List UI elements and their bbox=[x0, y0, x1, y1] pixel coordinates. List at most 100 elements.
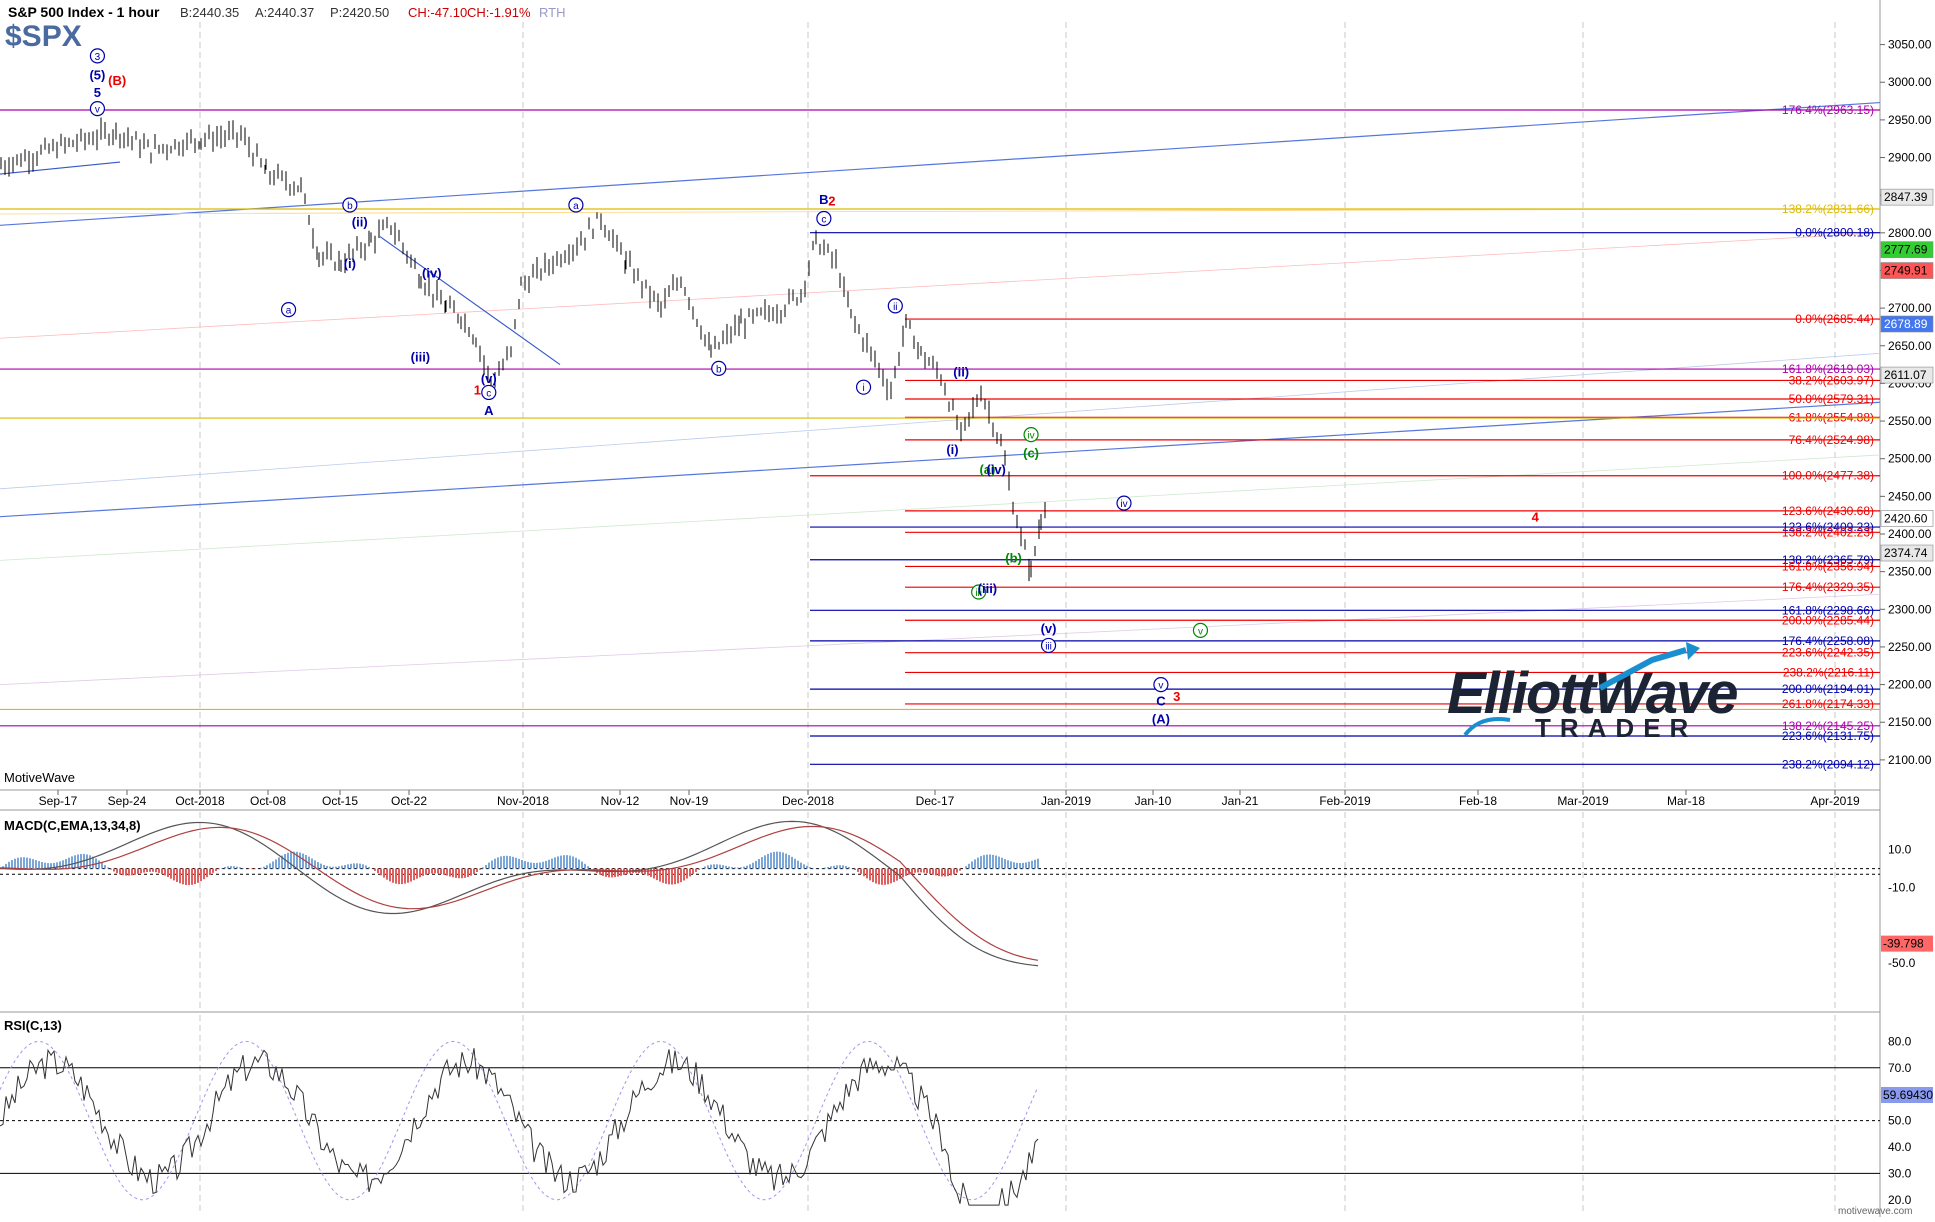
wave-label-8: a bbox=[286, 306, 292, 317]
price-tag-1: 2777.69 bbox=[1884, 243, 1928, 257]
macd-panel bbox=[0, 820, 1880, 967]
y-tick-label-14: 2350.00 bbox=[1888, 565, 1932, 579]
wave-label-16: b bbox=[716, 364, 722, 375]
y-tick-label-2: 2950.00 bbox=[1888, 113, 1932, 127]
wave-label-27: (c) bbox=[1023, 446, 1039, 461]
fib-label-4: 161.8%(2619.03) bbox=[1782, 362, 1874, 376]
rsi-tick-label-5: 30.0 bbox=[1888, 1166, 1912, 1180]
grid-lines bbox=[0, 0, 1881, 1217]
fib-label-11: 123.6%(2409.23) bbox=[1782, 520, 1874, 534]
wave-label-12: 1 bbox=[474, 382, 481, 397]
fib-label-20: 238.2%(2216.11) bbox=[1783, 665, 1874, 679]
y-tick-label-18: 2150.00 bbox=[1888, 715, 1932, 729]
price-tag-bg-5 bbox=[1880, 510, 1934, 527]
macd-tick-label-2: -50.0 bbox=[1888, 956, 1916, 970]
y-tick-label-19: 2100.00 bbox=[1888, 753, 1932, 767]
x-tick-label-5: Oct-22 bbox=[391, 794, 427, 808]
wave-label-23: (i) bbox=[946, 442, 958, 457]
wave-label-36: C bbox=[1156, 693, 1166, 708]
price-tag-4: 2611.07 bbox=[1884, 368, 1927, 382]
wave-circle-34 bbox=[1192, 622, 1209, 638]
y-tick-label-1: 3000.00 bbox=[1888, 75, 1932, 89]
wave-circle-21 bbox=[855, 379, 872, 395]
price-tag-0: 2847.39 bbox=[1884, 190, 1928, 204]
trend-line-5 bbox=[0, 454, 1881, 561]
y-tick-label-8: 2650.00 bbox=[1888, 339, 1932, 353]
fib-label-7: 61.8%(2554.88) bbox=[1789, 410, 1874, 424]
x-tick-label-6: Nov-2018 bbox=[497, 794, 549, 808]
x-tick-label-10: Dec-17 bbox=[916, 794, 955, 808]
ind-tag-bg-1 bbox=[1881, 1086, 1933, 1103]
fib-label-16: 161.8%(2298.66) bbox=[1782, 603, 1874, 617]
wave-label-25: (iv) bbox=[986, 462, 1006, 477]
wave-label-29: (b) bbox=[1005, 550, 1022, 565]
x-tick-label-15: Feb-18 bbox=[1459, 794, 1497, 808]
fib-label-18: 176.4%(2258.08) bbox=[1782, 634, 1874, 648]
axes: 3050.003000.002950.002900.002850.002800.… bbox=[39, 38, 1934, 1207]
symbol-label: $SPX bbox=[5, 20, 82, 53]
macd-signal-line bbox=[0, 825, 1039, 961]
wave-label-7: (i) bbox=[344, 256, 356, 271]
wave-label-30: iii bbox=[975, 588, 982, 599]
price-tag-bg-2 bbox=[1880, 262, 1934, 279]
wave-label-19: c bbox=[821, 215, 826, 226]
x-tick-label-16: Mar-2019 bbox=[1557, 794, 1609, 808]
wave-label-9: (iv) bbox=[422, 266, 442, 281]
macd-tick-label-1: -10.0 bbox=[1888, 880, 1916, 894]
fib-label-0: 176.4%(2963.15) bbox=[1782, 103, 1874, 117]
trend-line-4 bbox=[0, 593, 1881, 685]
price-tag-bg-6 bbox=[1880, 544, 1934, 562]
ind-tag-1: 59.69430 bbox=[1883, 1088, 1933, 1102]
price-bars bbox=[0, 117, 1046, 582]
wave-circle-33 bbox=[1040, 637, 1057, 654]
x-tick-label-11: Jan-2019 bbox=[1041, 794, 1091, 808]
logo-line2: TRADER bbox=[1535, 713, 1697, 743]
wave-label-14: A bbox=[484, 403, 494, 418]
wave-label-39: 4 bbox=[1532, 510, 1540, 525]
wave-circle-5 bbox=[342, 197, 358, 213]
bid-text: B:2440.35 bbox=[180, 5, 239, 20]
trend-line-6 bbox=[0, 208, 1881, 215]
x-tick-label-14: Feb-2019 bbox=[1319, 794, 1371, 808]
wave-label-17: B bbox=[819, 192, 828, 207]
wave-label-33: iii bbox=[1045, 641, 1052, 652]
wave-circle-20 bbox=[887, 298, 903, 314]
y-tick-label-15: 2300.00 bbox=[1888, 602, 1932, 616]
macd-line bbox=[0, 820, 1039, 967]
wave-circle-0 bbox=[89, 48, 106, 64]
price-tag-6: 2374.74 bbox=[1884, 546, 1928, 560]
wave-label-32: (v) bbox=[1041, 621, 1057, 636]
price-tag-2: 2749.91 bbox=[1884, 264, 1928, 278]
wave-label-21: i bbox=[862, 383, 864, 394]
trend-line-3 bbox=[0, 232, 1881, 339]
wave-circle-8 bbox=[280, 302, 297, 318]
wave-label-26: iv bbox=[1027, 431, 1034, 442]
fib-label-15: 176.4%(2329.35) bbox=[1782, 580, 1874, 594]
ind-tag-0: -39.798 bbox=[1883, 937, 1924, 951]
wave-label-37: 3 bbox=[1173, 689, 1180, 704]
rsi-tick-label-0: 80.0 bbox=[1888, 1034, 1912, 1048]
change-text: CH:-47.10 bbox=[408, 5, 467, 20]
wave-circle-16 bbox=[711, 360, 727, 376]
wave-circle-4 bbox=[89, 100, 106, 117]
y-tick-label-0: 3050.00 bbox=[1888, 38, 1932, 52]
chart-title: S&P 500 Index - 1 hour bbox=[8, 4, 160, 20]
change-pct-text: CH:-1.91% bbox=[467, 5, 531, 20]
y-tick-label-7: 2700.00 bbox=[1888, 301, 1932, 315]
wave-circle-30 bbox=[971, 584, 987, 600]
trend-line-0 bbox=[0, 401, 1881, 518]
macd-title: MACD(C,EMA,13,34,8) bbox=[4, 818, 141, 833]
fib-label-21: 200.0%(2194.01) bbox=[1782, 682, 1874, 696]
trend-line-8 bbox=[0, 161, 121, 175]
fib-label-17: 200.0%(2285.44) bbox=[1782, 613, 1874, 627]
x-tick-label-2: Oct-2018 bbox=[175, 794, 225, 808]
wave-circle-15 bbox=[568, 197, 584, 213]
wave-label-31: (iii) bbox=[978, 581, 998, 596]
price-tag-bg-3 bbox=[1880, 315, 1934, 333]
logo-line1: ElliottWave bbox=[1447, 661, 1737, 726]
fib-label-5: 38.2%(2603.97) bbox=[1789, 373, 1874, 387]
x-tick-label-3: Oct-08 bbox=[250, 794, 286, 808]
fib-label-1: 138.2%(2831.66) bbox=[1782, 202, 1874, 216]
